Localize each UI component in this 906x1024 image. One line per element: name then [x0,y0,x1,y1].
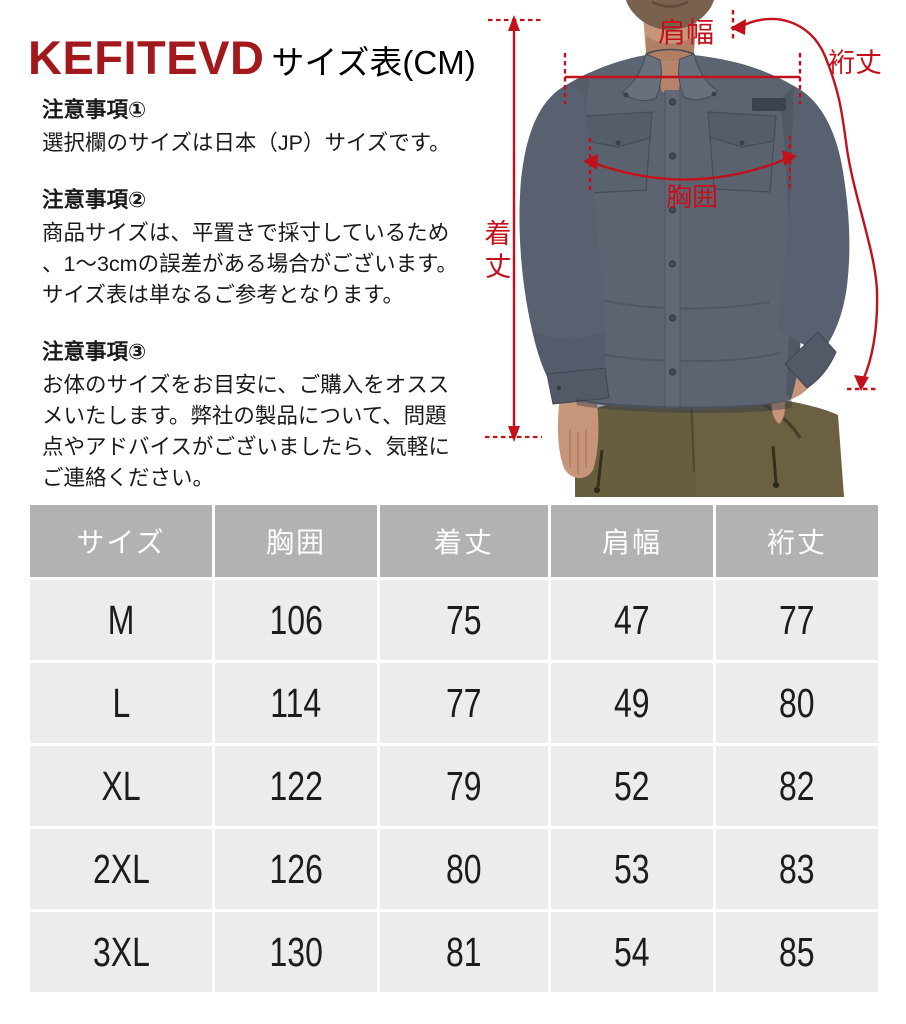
brand-logo: KEFITEVD [28,31,265,84]
page-title: サイズ表(CM) [271,44,476,81]
column-header-chest: 胸囲 [215,505,377,577]
size-table: サイズ 胸囲 着丈 肩幅 裄丈 M 106 75 47 77 L 114 77 … [30,505,878,992]
cell-shoulder-m: 47 [551,580,713,660]
cell-shoulder-3xl: 54 [551,912,713,992]
cell-length-l: 77 [380,663,548,743]
brand-header: KEFITEVD サイズ表(CM) [28,34,476,81]
cell-chest-m: 106 [215,580,377,660]
arrow-left-icon [583,154,598,170]
note-3-heading: 注意事項③ [42,340,147,364]
cell-shoulder-xl: 52 [551,746,713,826]
note-1: 注意事項① 選択欄のサイズは日本（JP）サイズです。 [42,95,502,159]
cell-sleeve-2xl: 83 [716,829,878,909]
cell-shoulder-l: 49 [551,663,713,743]
notes-section: 注意事項① 選択欄のサイズは日本（JP）サイズです。 注意事項② 商品サイズは、… [42,95,502,520]
cell-size-l: L [30,663,212,743]
note-2-body: 商品サイズは、平置きで採寸しているため 、1～3cmの誤差がある場合がございます… [42,221,458,307]
cell-sleeve-xl: 82 [716,746,878,826]
arrow-right-icon [782,150,797,166]
cell-sleeve-m: 77 [716,580,878,660]
sleeve-length-label: 裄丈 [828,48,882,78]
cell-sleeve-l: 80 [716,663,878,743]
cell-chest-xl: 122 [215,746,377,826]
column-header-shoulder: 肩幅 [551,505,713,577]
column-header-length: 着丈 [380,505,548,577]
cell-size-m: M [30,580,212,660]
cell-size-2xl: 2XL [30,829,212,909]
cell-sleeve-3xl: 85 [716,912,878,992]
column-header-sleeve: 裄丈 [716,505,878,577]
measurement-labels: 肩幅 裄丈 胸囲 着 丈 [485,17,883,282]
note-3: 注意事項③ お体のサイズをお目安に、ご購入をオスス メいたします。弊社の製品につ… [42,337,502,494]
arrow-up-icon [508,15,520,31]
measurement-diagram: 肩幅 裄丈 胸囲 着 丈 [485,0,883,497]
arrow-down-icon [854,375,869,391]
cell-size-xl: XL [30,746,212,826]
body-length-label-char1: 着 [485,219,512,249]
shoulder-width-label: 肩幅 [658,17,714,48]
arrow-left-icon [730,19,746,35]
cell-size-3xl: 3XL [30,912,212,992]
cell-chest-2xl: 126 [215,829,377,909]
note-1-body: 選択欄のサイズは日本（JP）サイズです。 [42,131,451,155]
cell-length-3xl: 81 [380,912,548,992]
note-2: 注意事項② 商品サイズは、平置きで採寸しているため 、1～3cmの誤差がある場合… [42,185,502,311]
model-photo: 肩幅 裄丈 胸囲 着 丈 [480,0,906,498]
shirt [519,48,850,414]
cell-length-xl: 79 [380,746,548,826]
measurement-annotations [485,10,879,442]
left-hand [557,396,599,479]
note-3-body: お体のサイズをお目安に、ご購入をオスス メいたします。弊社の製品について、問題 … [42,373,450,490]
cell-shoulder-2xl: 53 [551,829,713,909]
column-header-size: サイズ [30,505,212,577]
cell-length-2xl: 80 [380,829,548,909]
cell-length-m: 75 [380,580,548,660]
arrow-down-icon [508,426,520,442]
cell-chest-l: 114 [215,663,377,743]
chest-label: 胸囲 [666,182,718,212]
note-1-heading: 注意事項① [42,98,147,122]
note-2-heading: 注意事項② [42,188,147,212]
body-length-label-char2: 丈 [485,252,512,282]
cell-chest-3xl: 130 [215,912,377,992]
